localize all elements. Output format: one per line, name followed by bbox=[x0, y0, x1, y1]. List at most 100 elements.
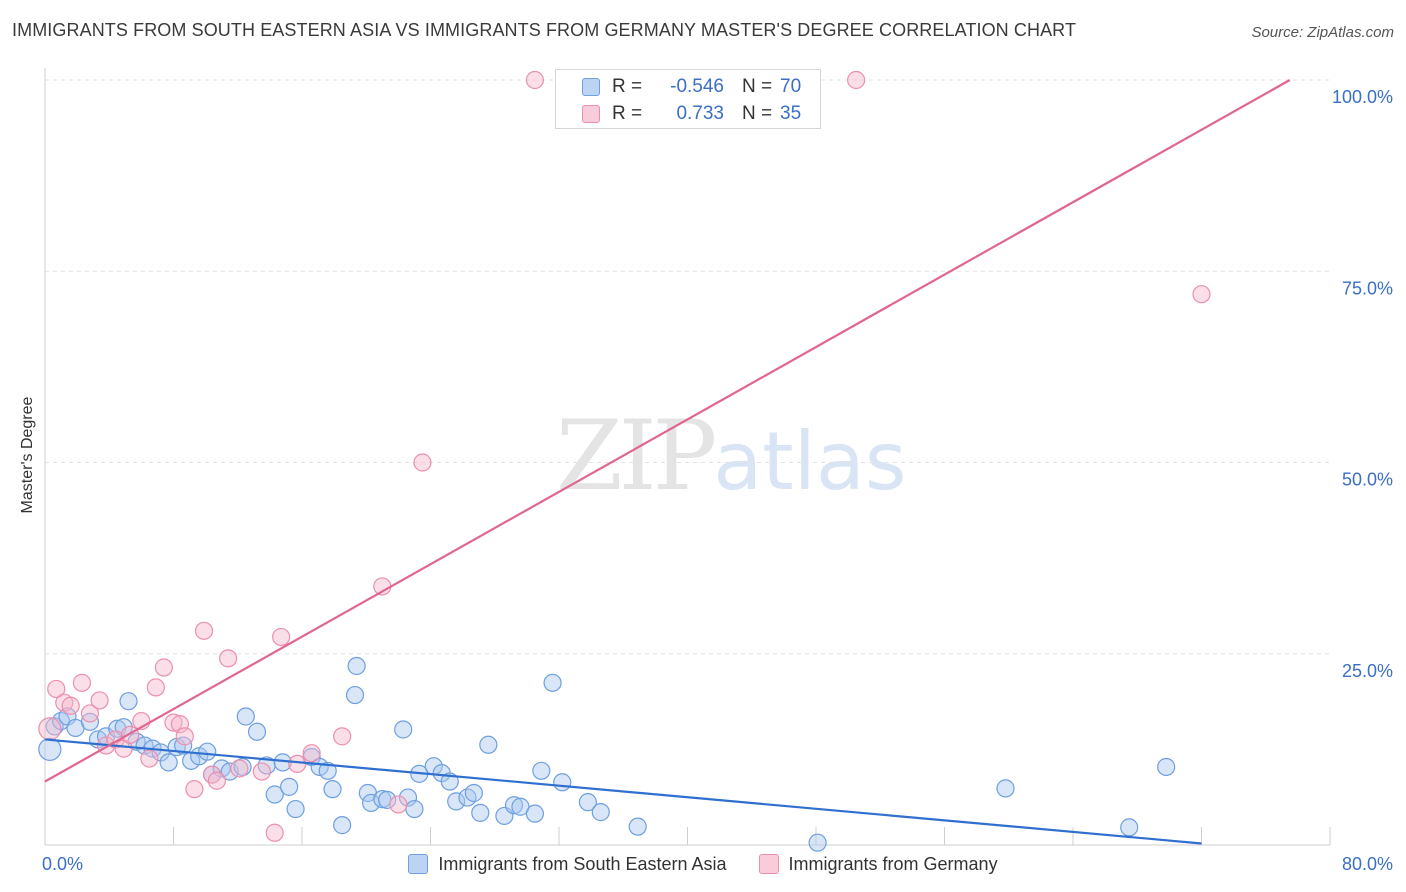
data-point-sea bbox=[479, 735, 498, 754]
legend-label-germany: Immigrants from Germany bbox=[788, 853, 998, 874]
source-label: Source: ZipAtlas.com bbox=[1251, 24, 1394, 41]
data-point-germany bbox=[175, 727, 194, 746]
data-point-sea bbox=[247, 722, 267, 741]
data-point-germany bbox=[389, 795, 408, 814]
legend-r-value: -0.546 bbox=[670, 76, 724, 97]
data-point-sea bbox=[159, 753, 178, 772]
data-point-germany bbox=[61, 696, 80, 715]
data-point-sea bbox=[174, 736, 193, 755]
data-point-sea bbox=[525, 804, 545, 823]
data-point-sea bbox=[628, 817, 647, 836]
data-point-sea bbox=[471, 803, 490, 822]
data-point-sea bbox=[318, 761, 337, 780]
data-point-sea bbox=[398, 788, 418, 807]
legend-r-label: R = bbox=[612, 103, 643, 124]
data-point-germany bbox=[80, 704, 100, 723]
data-point-sea bbox=[394, 720, 413, 739]
data-point-sea bbox=[591, 803, 610, 822]
data-point-sea bbox=[405, 799, 424, 819]
y-tick-label: 50.0% bbox=[1342, 470, 1393, 490]
legend-row-sea: R = -0.546 N = 70 bbox=[556, 74, 801, 100]
data-point-sea bbox=[996, 779, 1015, 798]
y-tick-label: 75.0% bbox=[1342, 278, 1393, 298]
legend-swatch-pink bbox=[758, 854, 779, 874]
legend-swatch-pink bbox=[582, 105, 600, 123]
data-point-germany bbox=[230, 759, 249, 778]
legend-swatch-blue bbox=[582, 78, 600, 96]
data-point-sea bbox=[38, 737, 62, 761]
legend-row-germany: R = 0.733 N = 35 bbox=[556, 101, 801, 127]
data-point-germany bbox=[525, 70, 545, 90]
data-point-germany bbox=[252, 762, 271, 781]
data-point-germany bbox=[207, 771, 226, 790]
trend-line-sea bbox=[44, 738, 1202, 845]
data-point-germany bbox=[146, 678, 165, 697]
y-tick-label: 25.0% bbox=[1342, 661, 1393, 681]
data-point-sea bbox=[458, 788, 477, 807]
data-point-sea bbox=[236, 707, 255, 726]
data-point-sea bbox=[345, 685, 365, 705]
trend-line-germany bbox=[44, 79, 1291, 783]
legend-item-germany: Immigrants from Germany bbox=[758, 853, 998, 875]
data-point-sea bbox=[286, 799, 305, 819]
data-point-sea bbox=[511, 797, 530, 816]
data-point-sea bbox=[347, 656, 366, 676]
data-point-sea bbox=[578, 793, 598, 812]
data-point-sea bbox=[464, 783, 483, 803]
legend-item-sea: Immigrants from South Eastern Asia bbox=[408, 853, 727, 875]
data-point-germany bbox=[302, 744, 321, 763]
data-point-sea bbox=[373, 789, 392, 809]
legend-label-sea: Immigrants from South Eastern Asia bbox=[438, 853, 727, 874]
data-point-germany bbox=[90, 691, 109, 710]
legend-r-value: 0.733 bbox=[676, 103, 724, 124]
data-point-sea bbox=[808, 833, 827, 852]
data-point-germany bbox=[38, 717, 62, 741]
data-point-sea bbox=[119, 692, 138, 711]
data-point-sea bbox=[1120, 818, 1139, 837]
legend-r-label: R = bbox=[612, 76, 643, 97]
legend-n-label: N = bbox=[742, 103, 773, 124]
data-point-sea bbox=[1157, 757, 1176, 777]
data-point-sea bbox=[504, 796, 524, 815]
data-point-germany bbox=[1192, 285, 1211, 304]
y-tick-label: 100.0% bbox=[1332, 87, 1393, 107]
data-point-germany bbox=[72, 673, 92, 692]
data-point-germany bbox=[272, 627, 291, 647]
data-point-sea bbox=[447, 792, 466, 811]
data-point-germany bbox=[219, 649, 238, 668]
series-legend: Immigrants from South Eastern Asia Immig… bbox=[0, 850, 1406, 878]
data-point-sea bbox=[280, 777, 299, 796]
data-point-germany bbox=[265, 823, 284, 842]
data-point-germany bbox=[140, 749, 159, 768]
legend-n-label: N = bbox=[742, 76, 773, 97]
data-point-germany bbox=[288, 754, 307, 774]
data-point-germany bbox=[164, 713, 183, 732]
legend-n-value: 70 bbox=[780, 76, 802, 97]
legend-swatch-blue bbox=[408, 854, 429, 874]
data-point-germany bbox=[413, 453, 432, 472]
data-point-sea bbox=[323, 780, 342, 799]
data-point-sea bbox=[532, 761, 551, 780]
correlation-legend: R = -0.546 N = 70 R = 0.733 N = 35 bbox=[555, 69, 821, 129]
data-point-germany bbox=[847, 70, 866, 90]
data-point-germany bbox=[185, 780, 204, 799]
data-point-sea bbox=[378, 790, 397, 809]
chart-title: IMMIGRANTS FROM SOUTH EASTERN ASIA VS IM… bbox=[12, 20, 1077, 40]
data-point-sea bbox=[198, 742, 217, 761]
watermark-atlas: atlas bbox=[713, 415, 907, 508]
legend-n-value: 35 bbox=[780, 103, 802, 124]
data-point-sea bbox=[265, 785, 284, 804]
data-point-germany bbox=[154, 658, 173, 677]
data-point-germany bbox=[333, 727, 352, 746]
data-point-sea bbox=[553, 773, 572, 792]
data-point-germany bbox=[121, 725, 140, 744]
data-point-sea bbox=[333, 816, 352, 835]
data-point-sea bbox=[543, 673, 562, 692]
data-point-germany bbox=[194, 621, 214, 640]
x-tick-label: 0.0% bbox=[42, 854, 83, 874]
x-tick-label: 80.0% bbox=[1342, 854, 1393, 874]
data-point-germany bbox=[47, 679, 66, 699]
y-axis-label: Master's Degree bbox=[19, 396, 36, 514]
data-point-germany bbox=[202, 765, 222, 784]
